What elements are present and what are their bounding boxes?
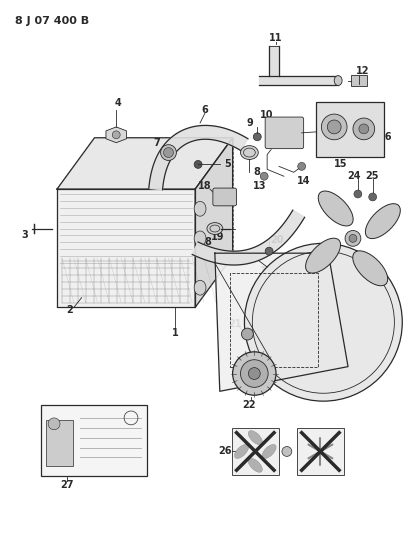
Circle shape <box>248 368 260 379</box>
Text: 11: 11 <box>269 33 283 43</box>
Polygon shape <box>269 46 279 76</box>
Text: 14: 14 <box>297 176 310 186</box>
Circle shape <box>233 352 276 395</box>
Circle shape <box>240 360 268 387</box>
Circle shape <box>349 235 357 243</box>
Circle shape <box>282 447 292 456</box>
Text: 13: 13 <box>252 181 266 191</box>
Text: 17: 17 <box>261 266 274 276</box>
Text: 20: 20 <box>270 236 284 245</box>
Circle shape <box>265 247 273 255</box>
Ellipse shape <box>240 146 258 159</box>
Text: 1: 1 <box>172 328 179 338</box>
Ellipse shape <box>194 201 206 216</box>
Text: 19: 19 <box>211 232 225 243</box>
Text: 10: 10 <box>261 110 274 120</box>
Circle shape <box>48 418 60 430</box>
Text: 6: 6 <box>202 105 208 115</box>
Ellipse shape <box>318 191 353 226</box>
Text: 23: 23 <box>331 289 345 300</box>
Ellipse shape <box>194 231 206 246</box>
Ellipse shape <box>365 204 400 239</box>
Bar <box>297 428 344 475</box>
Text: 8 J 07 400 B: 8 J 07 400 B <box>15 17 89 27</box>
Circle shape <box>369 193 377 201</box>
Text: 25: 25 <box>365 171 378 181</box>
Ellipse shape <box>194 280 206 295</box>
Text: 21: 21 <box>228 319 241 329</box>
Circle shape <box>298 163 306 171</box>
Text: 18: 18 <box>198 181 212 191</box>
Circle shape <box>345 230 361 246</box>
Ellipse shape <box>334 76 342 85</box>
Text: 27: 27 <box>60 480 74 490</box>
FancyBboxPatch shape <box>41 405 147 476</box>
Text: 7: 7 <box>153 138 160 148</box>
Polygon shape <box>195 138 233 308</box>
Ellipse shape <box>161 144 176 160</box>
Polygon shape <box>192 210 305 265</box>
Circle shape <box>359 124 369 134</box>
Ellipse shape <box>353 251 388 286</box>
Circle shape <box>112 131 120 139</box>
Ellipse shape <box>306 238 341 273</box>
Text: 9: 9 <box>246 118 253 128</box>
Ellipse shape <box>234 445 249 458</box>
Circle shape <box>321 114 347 140</box>
Polygon shape <box>149 125 248 190</box>
Circle shape <box>260 172 268 180</box>
Polygon shape <box>106 127 126 143</box>
Polygon shape <box>215 253 348 391</box>
Text: 12: 12 <box>356 66 370 76</box>
Text: 22: 22 <box>243 400 256 410</box>
Bar <box>317 102 384 157</box>
Text: 8: 8 <box>204 237 211 247</box>
Circle shape <box>245 244 402 401</box>
Ellipse shape <box>248 431 262 445</box>
Text: 3: 3 <box>21 230 28 240</box>
Polygon shape <box>57 138 233 189</box>
Circle shape <box>354 190 362 198</box>
Bar <box>351 75 367 86</box>
Ellipse shape <box>164 148 173 157</box>
Text: 24: 24 <box>347 171 361 181</box>
Bar <box>231 428 279 475</box>
Polygon shape <box>57 189 195 308</box>
Text: 16: 16 <box>379 132 392 142</box>
Circle shape <box>353 118 375 140</box>
Text: 2: 2 <box>67 305 73 316</box>
Ellipse shape <box>248 458 262 472</box>
FancyBboxPatch shape <box>213 188 236 206</box>
Circle shape <box>327 120 341 134</box>
Text: 15: 15 <box>335 159 348 169</box>
Circle shape <box>241 328 253 340</box>
Ellipse shape <box>207 223 223 235</box>
FancyBboxPatch shape <box>265 117 303 149</box>
Polygon shape <box>259 76 338 85</box>
Ellipse shape <box>262 445 276 458</box>
Text: 26: 26 <box>218 447 231 456</box>
Circle shape <box>194 160 202 168</box>
Text: 4: 4 <box>115 98 121 108</box>
Circle shape <box>253 133 261 141</box>
FancyBboxPatch shape <box>46 420 73 466</box>
Text: 5: 5 <box>224 159 231 169</box>
Text: 8: 8 <box>254 167 261 177</box>
